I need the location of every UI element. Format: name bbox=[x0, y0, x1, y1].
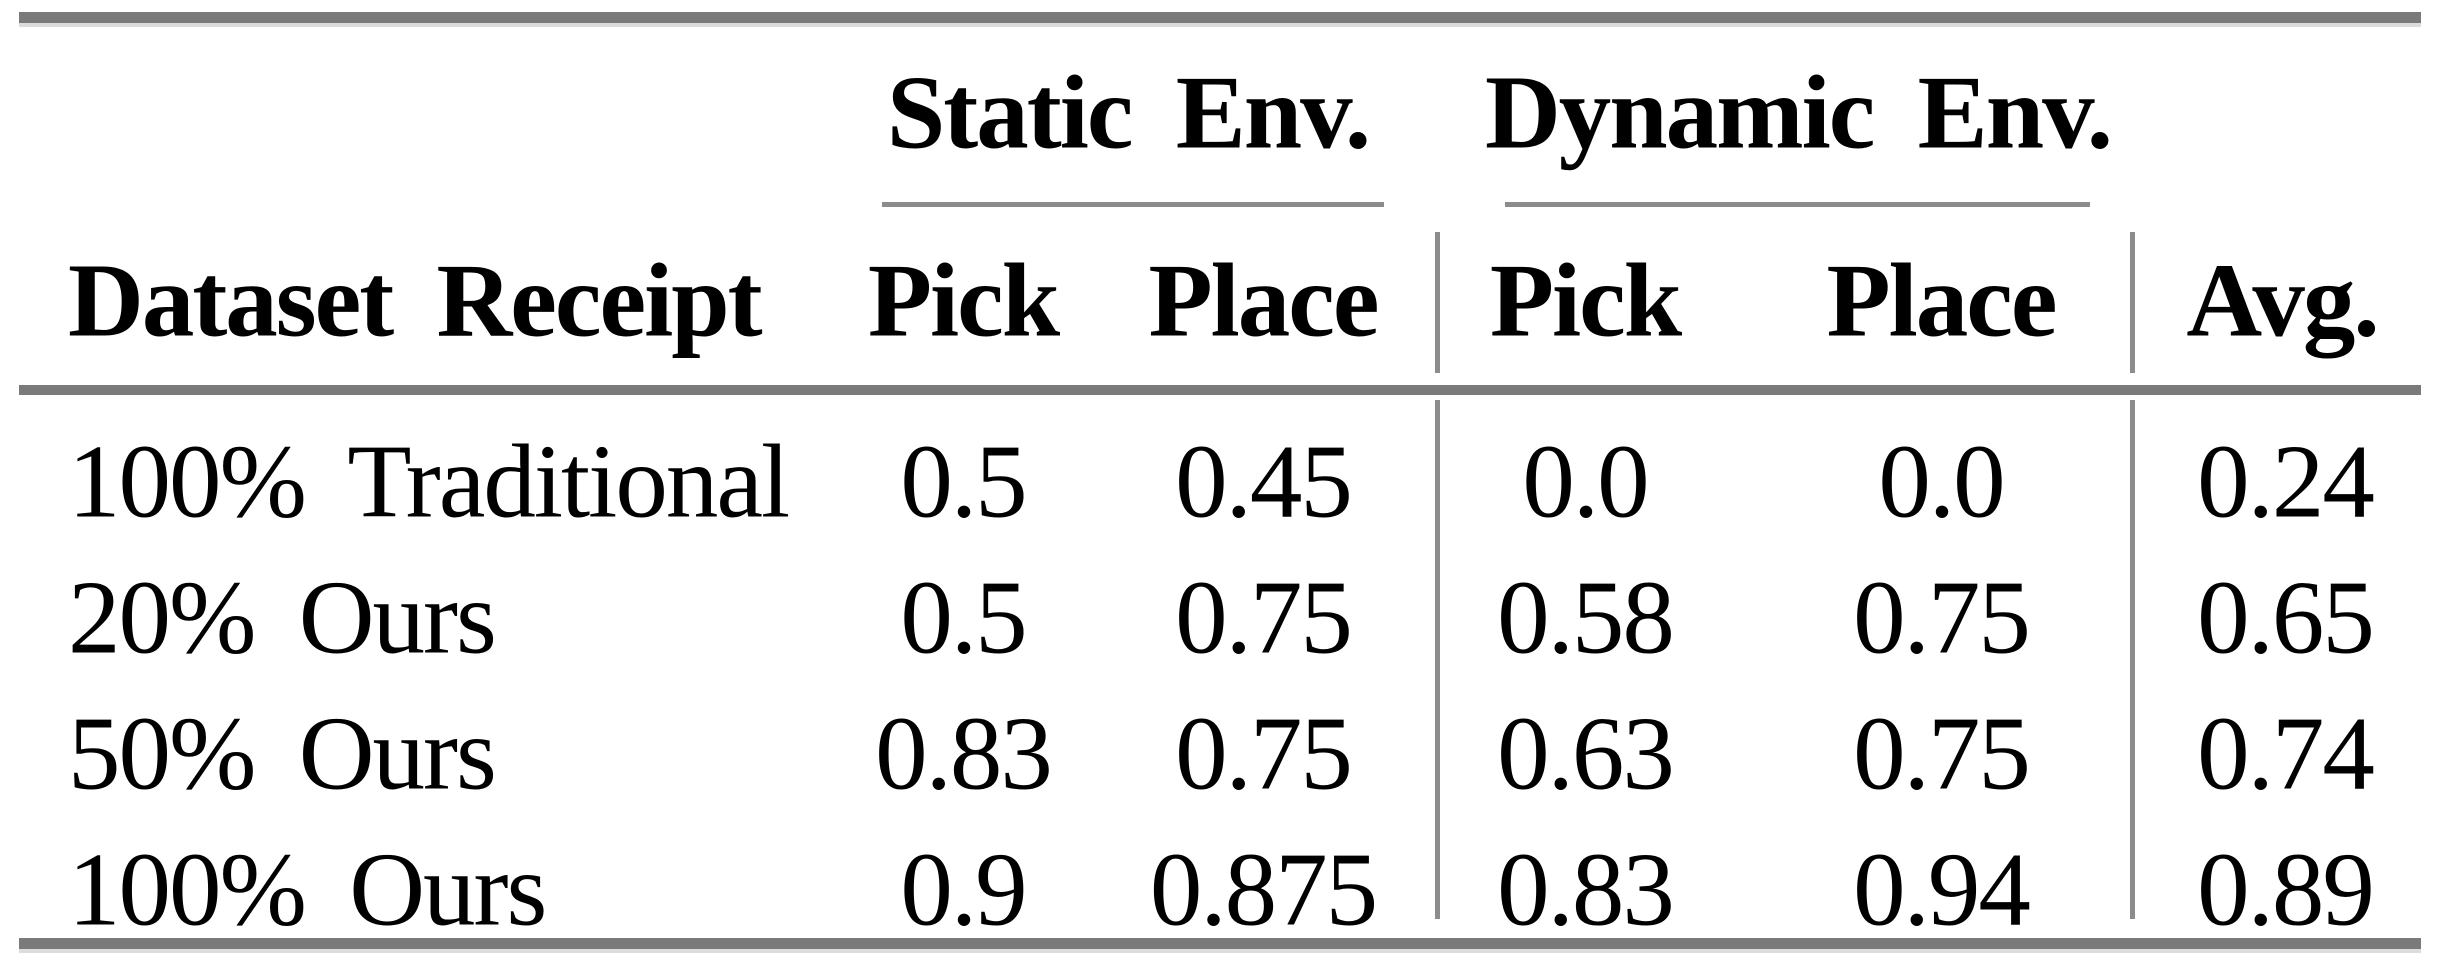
cell-r0-static-pick: 0.5 bbox=[900, 422, 1027, 540]
column-group-label-dynamic: Dynamic Env. bbox=[1484, 53, 2113, 171]
column-header-dynamic-pick: Pick bbox=[1489, 241, 1682, 359]
vertical-rule-2-body bbox=[2130, 400, 2135, 919]
cell-r1-static-pick: 0.5 bbox=[900, 558, 1027, 676]
column-header-static-pick: Pick bbox=[867, 241, 1060, 359]
top-rule bbox=[19, 12, 2421, 23]
cell-r2-dynamic-place: 0.75 bbox=[1853, 694, 2031, 812]
column-header-avg: Avg. bbox=[2186, 241, 2379, 359]
cell-r1-static-place: 0.75 bbox=[1175, 558, 1353, 676]
header-midrule bbox=[19, 385, 2421, 395]
row-label: 20% Ours bbox=[68, 558, 497, 676]
cell-r0-dynamic-pick: 0.0 bbox=[1522, 422, 1649, 540]
cell-r0-static-place: 0.45 bbox=[1175, 422, 1353, 540]
cell-r2-static-place: 0.75 bbox=[1175, 694, 1353, 812]
dynamic-env-cmidrule bbox=[1505, 202, 2090, 207]
cell-r3-dynamic-place: 0.94 bbox=[1853, 830, 2031, 948]
cell-r0-avg: 0.24 bbox=[2197, 422, 2375, 540]
cell-r3-dynamic-pick: 0.83 bbox=[1497, 830, 1675, 948]
cell-r0-dynamic-place: 0.0 bbox=[1878, 422, 2005, 540]
static-env-cmidrule bbox=[882, 202, 1384, 207]
vertical-rule-1-body bbox=[1435, 400, 1440, 919]
column-header-dynamic-place: Place bbox=[1826, 241, 2057, 359]
cell-r3-avg: 0.89 bbox=[2197, 830, 2375, 948]
column-header-static-place: Place bbox=[1148, 241, 1379, 359]
cell-r2-static-pick: 0.83 bbox=[875, 694, 1053, 812]
vertical-rule-2-header bbox=[2130, 232, 2135, 373]
cell-r2-avg: 0.74 bbox=[2197, 694, 2375, 812]
cell-r3-static-pick: 0.9 bbox=[900, 830, 1027, 948]
row-label: 100% Traditional bbox=[68, 422, 790, 540]
row-label: 50% Ours bbox=[68, 694, 497, 812]
cell-r2-dynamic-pick: 0.63 bbox=[1497, 694, 1675, 812]
cell-r3-static-place: 0.875 bbox=[1149, 830, 1378, 948]
row-label: 100% Ours bbox=[68, 830, 547, 948]
bottom-rule bbox=[19, 938, 2421, 949]
cell-r1-avg: 0.65 bbox=[2197, 558, 2375, 676]
vertical-rule-1-header bbox=[1435, 232, 1440, 373]
cell-r1-dynamic-pick: 0.58 bbox=[1497, 558, 1675, 676]
column-header-dataset-receipt: Dataset Receipt bbox=[68, 241, 763, 359]
column-group-label-static: Static Env. bbox=[886, 53, 1371, 171]
cell-r1-dynamic-place: 0.75 bbox=[1853, 558, 2031, 676]
